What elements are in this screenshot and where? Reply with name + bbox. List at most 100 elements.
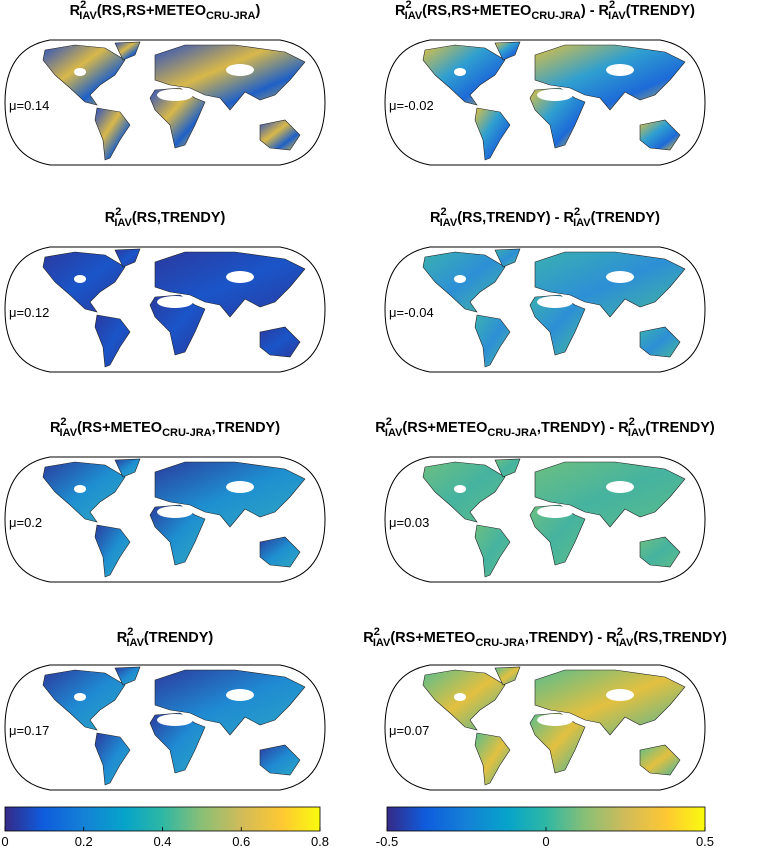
colorbar-tick-label: 0 [542, 834, 549, 849]
map-panel: R2 IAV(RS+METEOCRU-JRA,TRENDY) μ=0.2 [4, 416, 326, 583]
map-panel: R2 IAV(RS,RS+METEOCRU-JRA) μ=0.14 [4, 0, 326, 166]
colorbar-tick-label: 0.4 [153, 834, 171, 849]
land [422, 461, 506, 523]
land [422, 44, 506, 106]
title-run: IAV [440, 217, 458, 229]
panel-title: R2 IAV(RS,RS+METEOCRU-JRA) [70, 0, 261, 22]
land [639, 536, 681, 568]
title-run: 2 [574, 206, 580, 218]
title-run: R [395, 3, 406, 19]
map-panel: R2 IAV(RS+METEOCRU-JRA,TRENDY) - R2 IAV(TR… [375, 416, 715, 583]
land [42, 251, 126, 313]
no-data [226, 271, 254, 283]
title-run: 2 [406, 0, 412, 11]
land [94, 524, 131, 578]
mean-label: μ=0.17 [9, 723, 49, 738]
colorbar-tick-label: 0 [1, 834, 8, 849]
title-run: (RS,TRENDY) [132, 210, 226, 226]
colorbar-tick-label: -0.5 [376, 834, 398, 849]
no-data [454, 275, 466, 283]
land [639, 119, 681, 151]
mean-label: μ=0.03 [389, 515, 429, 530]
land [259, 119, 301, 151]
land [534, 251, 686, 318]
land [422, 669, 506, 731]
land [534, 669, 686, 736]
no-data [226, 481, 254, 493]
title-run: CRU-JRA [206, 10, 256, 22]
colorbar-tick-label: 0.2 [75, 834, 93, 849]
title-run: R [105, 210, 116, 226]
title-run: IAV [573, 217, 591, 229]
land [494, 666, 521, 686]
map-panel: R2 IAV(RS+METEOCRU-JRA,TRENDY) - R2 IAV(RS… [363, 626, 727, 791]
title-run: ,TRENDY) [212, 420, 281, 436]
no-data [226, 689, 254, 701]
panel-title: R2 IAV(RS,TRENDY) - R2 IAV(TRENDY) [430, 206, 660, 229]
land [94, 107, 131, 161]
title-run: (RS,TRENDY) [633, 630, 727, 646]
title-run: ) - R [581, 3, 610, 19]
no-data [606, 64, 634, 76]
title-run: R [375, 420, 386, 436]
title-run: ,TRENDY) - R [537, 420, 629, 436]
colorbar-tick-label: 0.8 [311, 834, 329, 849]
title-run: IAV [373, 637, 391, 649]
title-run: 2 [617, 626, 623, 638]
no-data [537, 506, 573, 518]
land [534, 461, 686, 528]
land [474, 732, 511, 786]
land [639, 326, 681, 358]
title-run: CRU-JRA [487, 427, 537, 439]
colorbar-tick-label: 0.6 [232, 834, 250, 849]
title-run: (TRENDY) [144, 630, 213, 646]
panel-title: R2 IAV(TRENDY) [117, 626, 214, 649]
no-data [537, 714, 573, 726]
land [639, 744, 681, 776]
land [114, 41, 141, 61]
land [494, 41, 521, 61]
land [474, 314, 511, 368]
no-data [74, 68, 86, 76]
land [42, 461, 126, 523]
panel-title: R2 IAV(RS+METEOCRU-JRA,TRENDY) - R2 IAV(TR… [375, 416, 715, 439]
land [94, 732, 131, 786]
land [494, 248, 521, 268]
land [114, 458, 141, 478]
mean-label: μ=0.12 [9, 305, 49, 320]
map-panel: R2 IAV(TRENDY) μ=0.17 [4, 626, 326, 791]
title-run: (TRENDY) [591, 210, 660, 226]
title-run: IAV [628, 427, 646, 439]
no-data [454, 693, 466, 701]
title-run: (RS,RS+METEO [97, 3, 206, 19]
title-run: R [70, 3, 81, 19]
no-data [537, 296, 573, 308]
title-run: 2 [386, 416, 392, 428]
land [259, 744, 301, 776]
title-run: 2 [80, 0, 86, 11]
no-data [157, 89, 193, 101]
land [422, 251, 506, 313]
land [42, 669, 126, 731]
land [534, 44, 686, 111]
land [42, 44, 126, 106]
land [154, 461, 306, 528]
land [494, 458, 521, 478]
title-run: IAV [114, 217, 132, 229]
no-data [537, 89, 573, 101]
title-run: (RS+METEO [77, 420, 162, 436]
panel-title: R2 IAV(RS,RS+METEOCRU-JRA) - R2 IAV(TRENDY… [395, 0, 695, 22]
map-panel: R2 IAV(RS,RS+METEOCRU-JRA) - R2 IAV(TRENDY… [384, 0, 706, 166]
title-run: 2 [115, 206, 121, 218]
title-run: IAV [616, 637, 634, 649]
mean-label: μ=-0.04 [389, 305, 434, 320]
land [259, 536, 301, 568]
title-run: R [50, 420, 61, 436]
panel-title: R2 IAV(RS+METEOCRU-JRA,TRENDY) [50, 416, 280, 439]
title-run: CRU-JRA [531, 10, 581, 22]
title-run: 2 [609, 0, 615, 11]
no-data [606, 271, 634, 283]
title-run: R [363, 630, 374, 646]
land [94, 314, 131, 368]
